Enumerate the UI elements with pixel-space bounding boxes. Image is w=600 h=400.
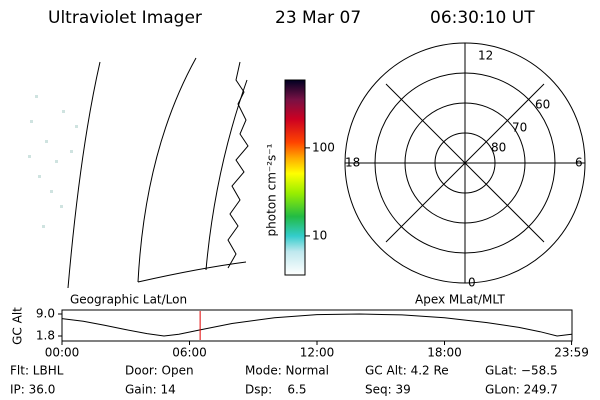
y-tick-label: 9.0 <box>36 307 55 321</box>
info-field: Mode: Normal <box>245 364 329 378</box>
parallel <box>137 261 247 283</box>
info-field: GC Alt: 4.2 Re <box>365 364 449 378</box>
colorbar-tick-label: 10 <box>312 228 327 242</box>
x-tick-label: 06:00 <box>172 346 207 360</box>
info-field: Door: Open <box>125 364 194 378</box>
y-label: GC Alt <box>11 307 25 345</box>
mlt-label: 18 <box>345 156 360 170</box>
x-tick-label: 00:00 <box>45 346 80 360</box>
info-field: Gain: 14 <box>125 383 176 397</box>
altitude-line <box>61 313 572 337</box>
meridian <box>137 57 197 283</box>
meridian <box>67 61 101 289</box>
mlt-label: 12 <box>478 49 493 63</box>
colorbar <box>284 79 306 276</box>
lat-label: 80 <box>491 141 506 155</box>
mlt-label: 6 <box>575 156 583 170</box>
coastline <box>227 61 249 269</box>
lat-label: 70 <box>512 121 527 135</box>
lat-label: 60 <box>535 98 550 112</box>
info-field: Seq: 39 <box>365 383 411 397</box>
info-field: GLat: −58.5 <box>485 364 558 378</box>
auroral-dots <box>28 95 78 228</box>
right-label: Apex MLat/MLT <box>415 293 505 307</box>
x-tick-label: 18:00 <box>427 346 462 360</box>
date: 23 Mar 07 <box>275 8 361 28</box>
info-field: IP: 36.0 <box>10 383 55 397</box>
polar-grid <box>344 42 586 284</box>
x-tick-label: 23:59 <box>554 346 589 360</box>
instrument: Ultraviolet Imager <box>48 8 202 28</box>
info-field: Dsp: 6.5 <box>245 383 307 397</box>
time: 06:30:10 UT <box>430 8 535 28</box>
info-field: Flt: LBHL <box>10 364 64 378</box>
y-tick-label: 1.8 <box>36 329 55 343</box>
map <box>28 57 249 289</box>
mlt-label: 0 <box>468 276 476 290</box>
left-label: Geographic Lat/Lon <box>70 293 187 307</box>
x-tick-label: 12:00 <box>300 346 335 360</box>
colorbar-label: photon cm⁻²s⁻¹ <box>265 143 279 236</box>
info-field: GLon: 249.7 <box>485 383 558 397</box>
colorbar-tick-label: 100 <box>312 140 335 154</box>
